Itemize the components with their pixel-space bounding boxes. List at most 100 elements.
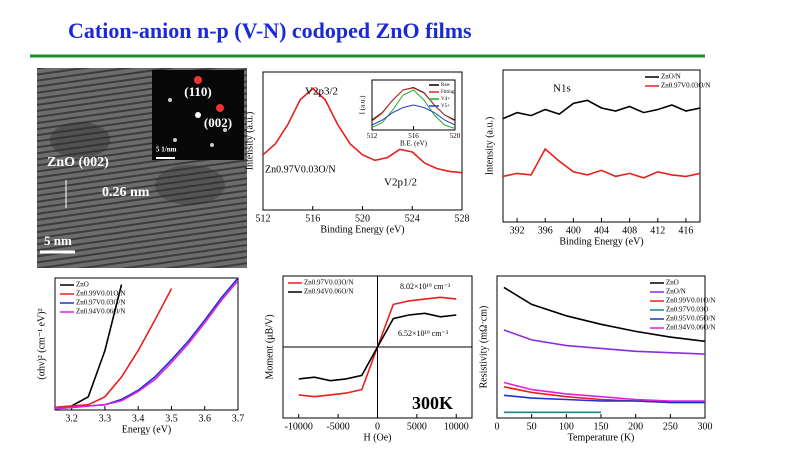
series-line: [372, 104, 455, 126]
legend-label: Zn0.97V0.03O/N: [304, 279, 353, 287]
annotation: 300K: [412, 393, 453, 413]
x-tick-label: 512: [367, 132, 378, 140]
legend-label: Zn0.99V0.01O/N: [76, 290, 125, 298]
annotation: Zn0.97V0.03O/N: [265, 164, 336, 175]
x-tick-label: 0: [495, 421, 500, 432]
x-axis-label: Temperature (K): [568, 432, 635, 443]
x-axis-label: Energy (eV): [122, 424, 172, 435]
x-tick-label: 412: [650, 225, 665, 236]
x-tick-label: 524: [405, 213, 420, 224]
series-line: [503, 381, 705, 402]
annotation: 8.02×10¹⁹ cm⁻³: [400, 282, 451, 291]
chart: -10000 -5000 0 5000 10000 H (Oe) Moment (μB/V)…: [264, 275, 473, 443]
legend-label: ZnO: [76, 281, 89, 289]
y-axis-label: I (a.u.): [359, 95, 367, 115]
legend-label: Zn0.94V0.06O/N: [666, 324, 715, 332]
y-axis-label: (αhν)² (cm⁻¹ eV)²: [36, 308, 47, 379]
x-tick-label: 50: [527, 421, 537, 432]
plot-frame: [496, 275, 706, 419]
x-tick-label: 392: [510, 225, 525, 236]
legend-label: Raw: [441, 83, 451, 88]
x-tick-label: 512: [256, 213, 271, 224]
chart: 512 516 520 B.E. (eV) I (a.u.) Raw Fitting V4+ V…: [359, 79, 461, 148]
legend-label: ZnO/N: [666, 288, 686, 296]
series-line: [503, 394, 705, 404]
annotation: 6.52×10¹⁹ cm⁻³: [398, 329, 449, 338]
x-tick-label: 10000: [444, 421, 469, 432]
x-tick-label: 400: [566, 225, 581, 236]
x-tick-label: 416: [678, 225, 693, 236]
x-tick-label: 528: [455, 213, 470, 224]
y-axis-label: Resistivity (mΩ·cm): [478, 306, 489, 389]
y-axis-label: Intensity (a.u.): [484, 117, 495, 176]
legend-label: ZnO/N: [661, 73, 681, 81]
x-tick-label: 520: [450, 132, 461, 140]
x-tick-label: 520: [355, 213, 370, 224]
x-axis-label: H (Oe): [363, 432, 391, 443]
x-tick-label: 5000: [407, 421, 427, 432]
x-axis-label: Binding Energy (eV): [320, 224, 404, 235]
series-line: [298, 312, 457, 382]
x-tick-label: 3.5: [165, 413, 178, 424]
legend-label: Zn0.94V0.06O/N: [76, 308, 125, 316]
y-axis-label: Intensity (a.u.): [244, 112, 255, 171]
series-line: [372, 87, 455, 122]
x-tick-label: -5000: [326, 421, 349, 432]
x-axis-label: B.E. (eV): [400, 140, 428, 148]
x-tick-label: 3.7: [232, 413, 245, 424]
x-tick-label: 516: [305, 213, 320, 224]
x-axis-label: Binding Energy (eV): [559, 236, 643, 247]
x-tick-label: 100: [559, 421, 574, 432]
y-axis-label: Moment (μB/V): [264, 314, 275, 379]
legend-label: Zn0.97V0.03O/N: [76, 299, 125, 307]
series-line: [263, 87, 462, 174]
x-tick-label: 408: [622, 225, 637, 236]
plot-frame: [502, 69, 701, 223]
legend-label: Zn0.95V0.05O/N: [666, 315, 715, 323]
x-tick-label: 3.2: [65, 413, 78, 424]
x-tick-label: 516: [408, 132, 419, 140]
tem-label: (002): [204, 115, 232, 130]
legend-label: Zn0.94V0.06O/N: [304, 288, 353, 296]
series-line: [55, 288, 173, 409]
series-line: [503, 329, 705, 355]
series-line: [372, 89, 455, 129]
x-tick-label: 0: [375, 421, 380, 432]
legend-label: Fitting: [441, 90, 455, 95]
slide-title: Cation-anion n-p (V-N) codoped ZnO films: [68, 18, 472, 43]
legend-label: ZnO: [666, 279, 679, 287]
x-tick-label: 3.6: [198, 413, 211, 424]
plot-frame: [54, 277, 239, 411]
x-tick-label: 200: [628, 421, 643, 432]
x-tick-label: 3.3: [99, 413, 112, 424]
x-tick-label: 404: [594, 225, 609, 236]
x-tick-label: -10000: [285, 421, 313, 432]
tem-label: 5 nm: [44, 233, 72, 248]
legend-label: Zn0.97V0.03O: [666, 306, 708, 314]
x-tick-label: 150: [594, 421, 609, 432]
tem-label: (110): [184, 84, 211, 99]
tem-image: [37, 68, 247, 268]
series-line: [503, 99, 700, 120]
legend-label: Zn0.97V0.03O/N: [661, 82, 710, 90]
chart: 392 396 400 404 408 412 416 Binding Energy (eV)…: [484, 69, 710, 247]
legend-label: V5+: [441, 104, 450, 109]
x-tick-label: 250: [663, 421, 678, 432]
x-tick-label: 396: [538, 225, 553, 236]
annotation: N1s: [553, 83, 571, 95]
series-line: [503, 147, 700, 179]
annotation: V2p1/2: [384, 177, 417, 189]
x-tick-label: 300: [698, 421, 713, 432]
legend-label: Zn0.99V0.01O/N: [666, 297, 715, 305]
chart: 0 50 100 150 200 250 300 Temperature (K) Resisti…: [478, 275, 715, 443]
tem-label: ZnO (002): [47, 155, 109, 170]
legend-label: V4+: [441, 97, 450, 102]
annotation: V2p3/2: [305, 86, 338, 98]
tem-label: 5 1/nm: [156, 146, 177, 154]
tem-label: 0.26 nm: [102, 185, 150, 200]
chart: 3.2 3.3 3.4 3.5 3.6 3.7 Energy (eV) (αhν)² (cm⁻…: [36, 277, 245, 435]
series-line: [503, 286, 705, 343]
x-tick-label: 3.4: [132, 413, 145, 424]
series-line: [55, 280, 238, 410]
